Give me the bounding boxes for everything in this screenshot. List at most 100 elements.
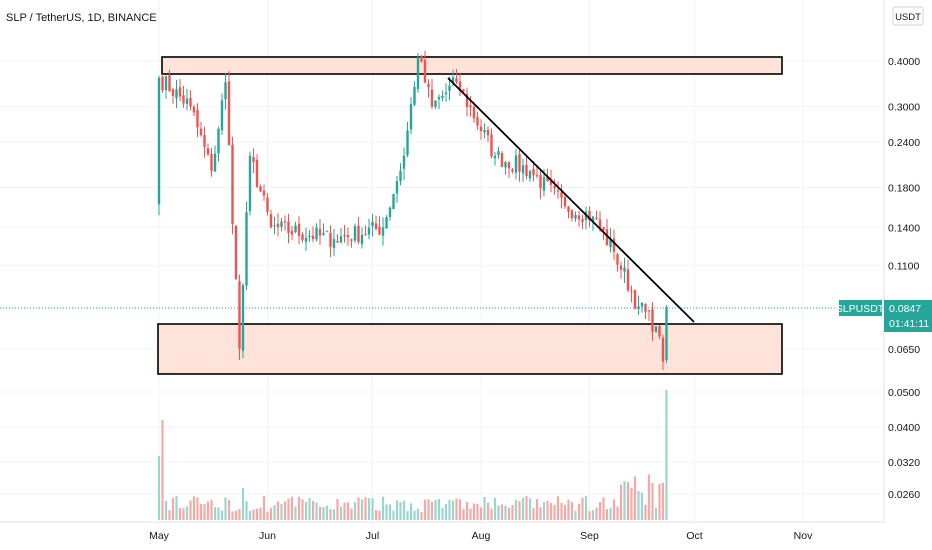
candle-body [637, 306, 640, 309]
volume-bar [231, 511, 234, 520]
candle-body [325, 230, 329, 232]
volume-bar [500, 504, 504, 520]
candle-body [490, 134, 493, 157]
plot-area[interactable] [0, 0, 884, 522]
volume-bar [623, 481, 626, 520]
volume-bar [343, 502, 346, 520]
volume-bar [577, 503, 581, 520]
candle-body [332, 239, 336, 249]
support-zone[interactable] [157, 323, 783, 375]
volume-bar [161, 420, 164, 520]
volume-bar [182, 508, 185, 520]
candle-body [476, 117, 479, 126]
volume-bar [584, 496, 588, 520]
chart-title: SLP / TetherUS, 1D, BINANCE [6, 12, 157, 24]
volume-bar [637, 490, 640, 520]
candle-body [168, 75, 171, 92]
volume-bar [178, 508, 182, 520]
candle-body [423, 60, 427, 83]
volume-bar [283, 501, 287, 520]
volume-bar [626, 482, 630, 520]
candle-body [171, 89, 175, 97]
volume-bar [486, 502, 490, 520]
candle-body [535, 175, 539, 177]
candle-body [353, 226, 357, 241]
candle-body [329, 232, 332, 247]
volume-bar [399, 502, 402, 520]
price-tick-label: 0.4000 [888, 56, 920, 68]
volume-bar [413, 510, 416, 520]
candle-body [581, 219, 584, 223]
candle-body [598, 219, 602, 229]
candle-body [616, 254, 619, 265]
candle-body [647, 310, 651, 312]
candle-body [602, 227, 605, 231]
price-tick-label: 0.1400 [888, 222, 920, 234]
volume-bar [234, 510, 238, 520]
volume-bar [346, 502, 350, 520]
candle-body [224, 82, 227, 100]
volume-bar [360, 499, 364, 520]
volume-bar [630, 487, 633, 520]
volume-bar [654, 507, 658, 520]
candle-body [472, 106, 476, 119]
candle-body [633, 290, 637, 309]
candle-body [511, 169, 514, 172]
unit-label: USDT [895, 12, 921, 23]
price-tick-label: 0.0320 [888, 457, 920, 469]
candle-body [399, 170, 402, 182]
volume-bar [203, 504, 206, 520]
price-axis[interactable]: 0.4000 0.3000 0.2400 0.1800 0.1400 0.1100 0.06… [888, 56, 920, 501]
time-axis[interactable]: May Jun Jul Aug Sep Oct Nov [149, 530, 813, 542]
volume-bar [385, 504, 388, 520]
descending-trendline[interactable] [447, 77, 695, 323]
candle-body [392, 194, 395, 209]
candle-body [549, 178, 553, 185]
candle-body [556, 190, 560, 192]
candle-body [532, 168, 535, 176]
time-tick-label: May [149, 530, 170, 542]
candle-body [364, 234, 367, 236]
candle-body [245, 212, 248, 286]
volume-bar [420, 511, 423, 520]
volume-bar [402, 500, 406, 520]
candle-body [357, 225, 360, 242]
volume-bar [665, 390, 668, 520]
candle-body [514, 155, 518, 173]
candle-body [420, 56, 423, 62]
volume-bar [661, 482, 665, 520]
candle-body [385, 217, 388, 229]
volume-bar [210, 499, 213, 520]
candle-body [294, 225, 297, 233]
candle-body [199, 128, 203, 136]
unit-badge[interactable] [892, 6, 924, 26]
price-tick-label: 0.3000 [888, 102, 920, 114]
time-tick-label: Jul [366, 530, 379, 542]
candle-body [563, 197, 567, 207]
candle-body [241, 285, 245, 351]
volume-bar [206, 501, 210, 520]
candle-body [388, 207, 392, 217]
symbol-badge [839, 300, 882, 316]
volume-bar [483, 496, 486, 520]
volume-bar [388, 504, 392, 520]
candle-body [189, 98, 192, 107]
candle-body [318, 228, 322, 236]
candle-body [654, 326, 658, 332]
candle-body [378, 226, 381, 235]
volume-bar [542, 502, 546, 520]
candle-body [479, 126, 483, 132]
candle-body [259, 186, 262, 192]
time-tick-label: Jun [259, 530, 276, 542]
candle-body [381, 227, 385, 236]
candle-body [458, 81, 462, 91]
candle-body [266, 197, 269, 212]
candle-body [493, 155, 497, 159]
candle-body [374, 223, 378, 229]
volume-bar [381, 496, 385, 520]
volume-bar [350, 508, 353, 520]
candle-body [217, 128, 220, 154]
volume-bar [451, 500, 455, 520]
resistance-zone[interactable] [161, 56, 783, 75]
